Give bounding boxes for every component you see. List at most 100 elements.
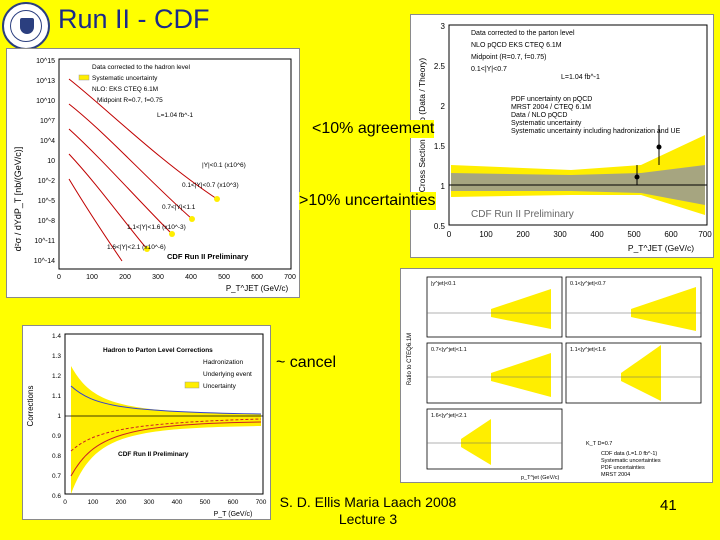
slide-title: Run II - CDF bbox=[58, 4, 210, 34]
cs-ylabel: d²σ / dYdP_T [nb/(GeV/c)] bbox=[13, 147, 23, 251]
corr-legend: Uncertainty bbox=[203, 383, 237, 390]
cs-ytick: 10^-5 bbox=[38, 198, 55, 205]
cs-xtick: 300 bbox=[152, 274, 164, 281]
callout-cancel: ~ cancel bbox=[276, 354, 337, 372]
cs-bin-label: 1.1<|Y|<1.6 (x10^-3) bbox=[127, 224, 186, 231]
corr-xtick: 0 bbox=[63, 499, 67, 506]
ratio-ytick: 3 bbox=[441, 22, 446, 31]
cs-ytick: 10^-14 bbox=[34, 258, 55, 265]
corr-ytick: 1.4 bbox=[52, 333, 61, 340]
ratio-xtick: 500 bbox=[627, 230, 641, 239]
university-seal-logo bbox=[2, 2, 50, 50]
corr-xtick: 500 bbox=[200, 499, 211, 506]
grid-kt-label: K_T D=0.7 bbox=[586, 441, 612, 447]
ratio-xtick: 200 bbox=[516, 230, 530, 239]
footer-line1: S. D. Ellis Maria Laach 2008 bbox=[279, 494, 457, 510]
cs-xlabel: P_T^JET (GeV/c) bbox=[226, 284, 289, 293]
corr-legend: Hadronization bbox=[203, 359, 243, 366]
corr-legend: Underlying event bbox=[203, 371, 252, 378]
ratio-xtick: 0 bbox=[447, 230, 452, 239]
footer: S. D. Ellis Maria Laach 2008 Lecture 3 bbox=[268, 494, 468, 528]
cs-xtick: 200 bbox=[119, 274, 131, 281]
corr-ytick: 0.7 bbox=[52, 473, 61, 480]
corr-ytick: 1 bbox=[57, 413, 61, 420]
cs-ytick: 10 bbox=[47, 158, 55, 165]
ratio-ytick: 2 bbox=[441, 102, 446, 111]
cs-bin-label: |Y|<0.1 (x10^6) bbox=[202, 162, 246, 169]
grid-panel-label: |y^jet|<0.1 bbox=[431, 281, 456, 287]
grid-legend: MRST 2004 bbox=[601, 472, 630, 478]
cs-bin-label: 0.1<|Y|<0.7 (x10^3) bbox=[182, 182, 239, 189]
cs-legend: Midpoint R=0.7, f=0.75 bbox=[97, 97, 163, 104]
ratio-xtick: 100 bbox=[479, 230, 493, 239]
corr-xtick: 100 bbox=[88, 499, 99, 506]
callout-agreement: <10% agreement bbox=[312, 120, 435, 138]
cs-ytick: 10^15 bbox=[36, 58, 55, 65]
ratio-legend: Data / NLO pQCD bbox=[511, 112, 567, 119]
ratio-xlabel: P_T^JET (GeV/c) bbox=[628, 243, 694, 253]
grid-legend: PDF uncertainties bbox=[601, 465, 645, 471]
cs-legend: Data corrected to the hadron level bbox=[92, 64, 190, 71]
grid-legend: Systematic uncertainties bbox=[601, 458, 661, 464]
grid-legend: CDF data (L=1.0 fb^-1) bbox=[601, 451, 657, 457]
corr-xtick: 700 bbox=[256, 499, 267, 506]
grid-panel-label: 0.1<|y^jet|<0.7 bbox=[570, 281, 606, 287]
ratio-lumi: L=1.04 fb^-1 bbox=[561, 74, 600, 81]
cs-xtick: 100 bbox=[86, 274, 98, 281]
ratio-main-plot: Cross Section Ratio (Data / Theory) 3 2.… bbox=[410, 14, 714, 258]
corr-ylabel: Corrections bbox=[26, 386, 35, 427]
corr-ytick: 1.2 bbox=[52, 373, 61, 380]
ratio-grid-plot: Ratio to CTEQ6.1M |y^jet|<0.1 0.1<|y^jet… bbox=[400, 268, 713, 483]
cs-preliminary: CDF Run II Preliminary bbox=[167, 252, 249, 261]
cross-section-plot: d²σ / dYdP_T [nb/(GeV/c)] 10^15 10^13 10… bbox=[6, 48, 300, 298]
cs-xtick: 600 bbox=[251, 274, 263, 281]
corr-xtick: 300 bbox=[144, 499, 155, 506]
cs-ytick: 10^-2 bbox=[38, 178, 55, 185]
footer-line2: Lecture 3 bbox=[338, 511, 398, 527]
cs-xtick: 500 bbox=[218, 274, 230, 281]
corr-ytick: 0.9 bbox=[52, 433, 61, 440]
callout-uncertainties: >10% uncertainties bbox=[299, 192, 436, 210]
corr-ytick: 0.8 bbox=[52, 453, 61, 460]
ratio-header: Midpoint (R=0.7, f=0.75) bbox=[471, 54, 547, 61]
ratio-preliminary: CDF Run II Preliminary bbox=[471, 209, 574, 220]
ratio-ytick: 0.5 bbox=[434, 222, 446, 231]
cs-ytick: 10^13 bbox=[36, 78, 55, 85]
cs-xtick: 0 bbox=[57, 274, 61, 281]
cs-ytick: 10^-8 bbox=[38, 218, 55, 225]
ratio-header: NLO pQCD EKS CTEQ 6.1M bbox=[471, 42, 562, 49]
cs-xtick: 400 bbox=[185, 274, 197, 281]
cs-bin-label: 1.6<|Y|<2.1 (x10^-6) bbox=[107, 244, 166, 251]
corr-ytick: 0.6 bbox=[52, 493, 61, 500]
cs-ytick: 10^10 bbox=[36, 98, 55, 105]
grid-ylabel: Ratio to CTEQ6.1M bbox=[407, 333, 413, 385]
ratio-header: Data corrected to the parton level bbox=[471, 30, 575, 37]
page-number: 41 bbox=[660, 497, 677, 514]
ratio-header: 0.1<|Y|<0.7 bbox=[471, 66, 507, 73]
ratio-ytick: 1 bbox=[441, 182, 446, 191]
ratio-legend: PDF uncertainty on pQCD bbox=[511, 96, 592, 103]
grid-xlabel: p_T^jet (GeV/c) bbox=[521, 475, 560, 481]
ratio-legend: Systematic uncertainty bbox=[511, 120, 582, 127]
cs-bin-label: 0.7<|Y|<1.1 bbox=[162, 204, 196, 211]
corr-xtick: 200 bbox=[116, 499, 127, 506]
cs-xtick: 700 bbox=[284, 274, 296, 281]
ratio-ytick: 1.5 bbox=[434, 142, 446, 151]
ratio-ytick: 2.5 bbox=[434, 62, 446, 71]
ratio-legend: Systematic uncertainty including hadroni… bbox=[511, 128, 681, 135]
cs-ytick: 10^4 bbox=[40, 138, 55, 145]
corr-xlabel: P_T (GeV/c) bbox=[214, 511, 253, 518]
ratio-xtick: 600 bbox=[664, 230, 678, 239]
corr-ytick: 1.3 bbox=[52, 353, 61, 360]
grid-panel-label: 1.1<|y^jet|<1.6 bbox=[570, 347, 606, 353]
ratio-xtick: 300 bbox=[553, 230, 567, 239]
cs-lumi: L=1.04 fb^-1 bbox=[157, 112, 194, 119]
cs-ytick: 10^-11 bbox=[34, 238, 55, 245]
ratio-legend: MRST 2004 / CTEQ 6.1M bbox=[511, 104, 591, 111]
corr-preliminary: CDF Run II Preliminary bbox=[118, 451, 189, 458]
corrections-plot: Corrections 1.4 1.3 1.2 1.1 1 0.9 0.8 0.… bbox=[22, 325, 271, 520]
cs-ytick: 10^7 bbox=[40, 118, 55, 125]
grid-panel-label: 1.6<|y^jet|<2.1 bbox=[431, 413, 467, 419]
corr-xtick: 400 bbox=[172, 499, 183, 506]
cs-legend: NLO: EKS CTEQ 6.1M bbox=[92, 86, 158, 93]
